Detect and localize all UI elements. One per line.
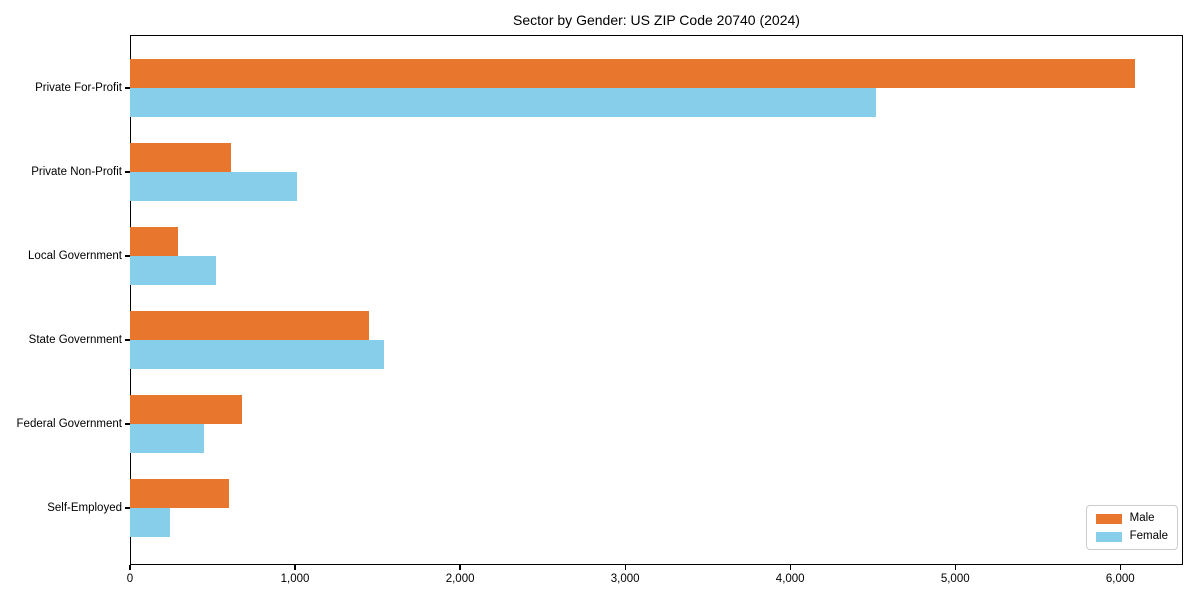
y-tick-mark bbox=[125, 171, 130, 173]
x-tick-mark bbox=[954, 565, 956, 570]
legend-swatch-male bbox=[1095, 513, 1122, 524]
x-axis-tick-label: 4,000 bbox=[775, 573, 805, 585]
bar-male-4 bbox=[130, 395, 243, 424]
x-axis-tick-label: 0 bbox=[126, 573, 134, 585]
y-axis-label: Local Government bbox=[28, 250, 122, 262]
x-axis-tick-label: 6,000 bbox=[1105, 573, 1135, 585]
bar-female-5 bbox=[130, 508, 170, 537]
x-axis-tick-label: 5,000 bbox=[940, 573, 970, 585]
x-tick-mark bbox=[129, 565, 131, 570]
legend-item-female: Female bbox=[1095, 530, 1168, 543]
x-tick-mark bbox=[294, 565, 296, 570]
x-axis-tick-label: 1,000 bbox=[280, 573, 310, 585]
x-tick-mark bbox=[459, 565, 461, 570]
y-tick-mark bbox=[125, 507, 130, 509]
bar-male-5 bbox=[130, 479, 229, 508]
y-tick-mark bbox=[125, 255, 130, 257]
y-tick-mark bbox=[125, 87, 130, 89]
y-axis-label: Federal Government bbox=[16, 418, 122, 430]
plot-area: Male Female 0 1,000 2,000 3,000 4,000 5,000 6,0… bbox=[125, 35, 1183, 585]
x-tick-mark bbox=[624, 565, 626, 570]
bar-female-2 bbox=[130, 256, 216, 285]
x-tick-mark bbox=[1119, 565, 1121, 570]
bar-female-1 bbox=[130, 172, 297, 201]
y-tick-mark bbox=[125, 423, 130, 425]
y-tick-mark bbox=[125, 339, 130, 341]
bar-male-0 bbox=[130, 59, 1136, 88]
chart-title: Sector by Gender: US ZIP Code 20740 (202… bbox=[513, 12, 800, 28]
x-axis-tick-label: 3,000 bbox=[610, 573, 640, 585]
legend-label-male: Male bbox=[1129, 512, 1155, 524]
y-axis-label: Private For-Profit bbox=[35, 82, 122, 94]
bar-male-3 bbox=[130, 311, 370, 340]
bar-male-2 bbox=[130, 227, 178, 256]
y-axis-label: Private Non-Profit bbox=[31, 166, 122, 178]
y-axis-label: State Government bbox=[28, 334, 122, 346]
legend-swatch-female bbox=[1095, 531, 1122, 542]
bar-female-0 bbox=[130, 88, 876, 117]
legend: Male Female bbox=[1085, 505, 1178, 550]
bar-male-1 bbox=[130, 143, 231, 172]
x-axis-tick-label: 2,000 bbox=[445, 573, 475, 585]
legend-label-female: Female bbox=[1129, 530, 1168, 542]
x-tick-mark bbox=[789, 565, 791, 570]
y-axis-label: Self-Employed bbox=[47, 502, 122, 514]
bar-female-4 bbox=[130, 424, 205, 453]
legend-item-male: Male bbox=[1095, 512, 1168, 525]
bar-female-3 bbox=[130, 340, 385, 369]
